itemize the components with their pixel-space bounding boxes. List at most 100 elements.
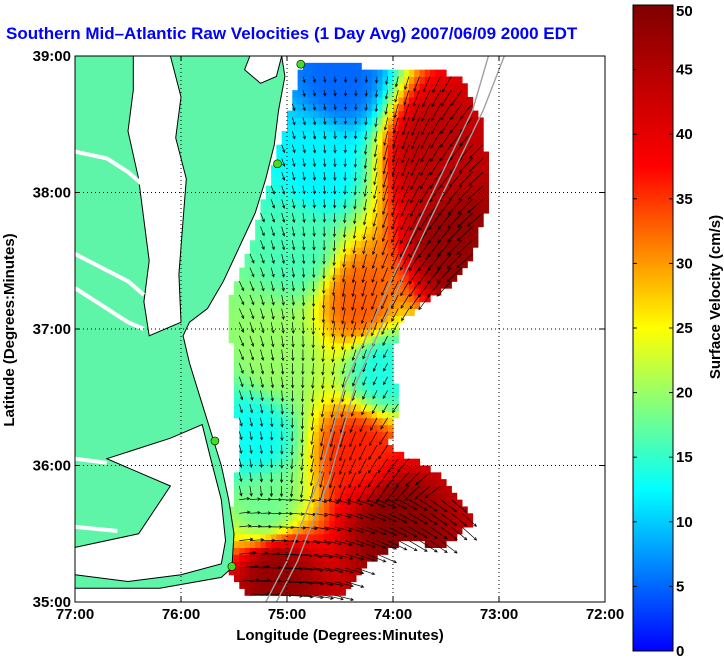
velocity-cell	[424, 472, 431, 480]
velocity-cell	[334, 144, 341, 153]
velocity-arrow	[324, 540, 342, 546]
velocity-cell	[324, 288, 330, 296]
velocity-cell	[313, 363, 320, 371]
velocity-arrow	[345, 581, 365, 588]
velocity-cell	[387, 260, 394, 269]
velocity-cell	[287, 554, 293, 562]
velocity-cell	[414, 472, 421, 480]
velocity-cell	[324, 335, 330, 344]
velocity-cell	[403, 192, 410, 200]
velocity-cell	[355, 90, 362, 98]
velocity-cell	[350, 485, 357, 494]
velocity-arrow	[343, 76, 348, 83]
velocity-cell	[287, 438, 293, 446]
velocity-cell	[276, 253, 283, 262]
velocity-cell	[281, 151, 288, 159]
velocity-arrow	[373, 144, 378, 158]
velocity-arrow	[312, 226, 316, 237]
velocity-cell	[239, 445, 246, 453]
velocity-arrow	[440, 499, 458, 513]
velocity-cell	[377, 410, 383, 419]
velocity-cell	[281, 349, 288, 357]
velocity-cell	[366, 178, 373, 187]
velocity-cell	[477, 199, 484, 207]
velocity-cell	[244, 540, 251, 548]
velocity-cell	[249, 315, 256, 323]
velocity-cell	[308, 445, 315, 453]
velocity-arrow	[372, 212, 378, 227]
velocity-cell	[371, 533, 378, 542]
velocity-cell	[324, 485, 330, 494]
velocity-cell	[313, 417, 320, 426]
velocity-cell	[350, 513, 357, 521]
velocity-cell	[377, 117, 383, 125]
velocity-cell	[313, 90, 320, 98]
velocity-cell	[244, 301, 251, 310]
x-tick-label: 76:00	[162, 606, 200, 623]
velocity-cell	[239, 581, 246, 589]
velocity-cell	[244, 335, 251, 344]
velocity-arrow	[354, 103, 358, 111]
velocity-cell	[287, 417, 293, 426]
velocity-cell	[292, 369, 299, 378]
velocity-cell	[308, 137, 315, 146]
velocity-arrow	[451, 499, 467, 513]
velocity-cell	[276, 219, 283, 228]
velocity-cell	[350, 424, 357, 432]
velocity-cell	[340, 335, 346, 344]
velocity-cell	[329, 526, 336, 535]
velocity-cell	[318, 520, 325, 528]
velocity-cell	[249, 253, 256, 262]
velocity-cell	[249, 349, 256, 357]
velocity-cell	[260, 219, 267, 228]
velocity-cell	[324, 172, 330, 180]
velocity-cell	[382, 144, 389, 153]
velocity-cell	[308, 294, 315, 303]
velocity-cell	[234, 561, 240, 569]
velocity-cell	[387, 199, 394, 207]
velocity-cell	[276, 260, 283, 269]
velocity-cell	[313, 554, 320, 562]
velocity-cell	[313, 356, 320, 364]
velocity-cell	[234, 492, 240, 501]
velocity-arrow	[301, 322, 305, 335]
velocity-cell	[334, 574, 341, 583]
velocity-cell	[313, 212, 320, 221]
velocity-cell	[308, 165, 315, 173]
velocity-cell	[350, 281, 357, 289]
velocity-cell	[281, 540, 288, 548]
velocity-arrow	[338, 472, 346, 489]
velocity-arrow	[260, 308, 265, 320]
velocity-cell	[308, 383, 315, 392]
velocity-cell	[355, 219, 362, 228]
velocity-cell	[329, 329, 336, 337]
velocity-cell	[361, 520, 368, 528]
velocity-cell	[340, 267, 346, 275]
velocity-arrow	[393, 103, 399, 119]
velocity-cell	[440, 485, 447, 494]
velocity-arrow	[449, 130, 463, 148]
velocity-cell	[287, 247, 293, 255]
velocity-cell	[329, 451, 336, 460]
velocity-cell	[239, 335, 246, 344]
velocity-cell	[297, 206, 304, 214]
velocity-cell	[334, 506, 341, 514]
velocity-arrow	[291, 294, 295, 306]
velocity-arrow	[430, 130, 442, 149]
velocity-arrow	[342, 240, 346, 253]
velocity-arrow	[380, 417, 388, 430]
velocity-arrow	[361, 281, 367, 297]
velocity-cell	[308, 410, 315, 419]
velocity-cell	[297, 288, 304, 296]
velocity-cell	[334, 151, 341, 159]
velocity-cell	[382, 383, 389, 392]
velocity-cell	[281, 274, 288, 282]
velocity-arrow	[372, 226, 378, 241]
velocity-arrow	[382, 144, 389, 161]
velocity-cell	[440, 117, 447, 125]
velocity-cell	[446, 526, 452, 535]
velocity-cell	[361, 131, 368, 139]
velocity-arrow	[302, 117, 306, 126]
velocity-cell	[244, 479, 251, 487]
velocity-cell	[324, 158, 330, 166]
